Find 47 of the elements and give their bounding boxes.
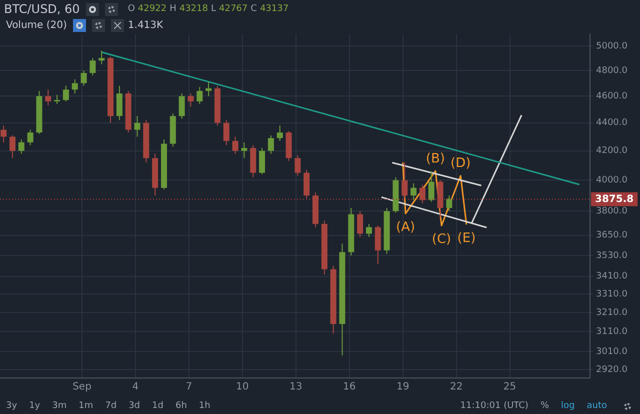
text: 3d <box>128 401 142 411</box>
annotation: (E) <box>457 230 476 246</box>
chart-title: BTC/USD, 60 <box>4 2 80 16</box>
x-tick-label: 22 <box>450 382 463 393</box>
y-tick-label: 3410.0 <box>596 272 628 282</box>
text: 1h <box>198 401 212 411</box>
x-tick-label: Sep <box>72 382 92 393</box>
chart-subtitle: O 42922 H 43218 L 42767 C 43137 <box>128 4 289 14</box>
annotation: (D) <box>450 156 471 172</box>
annotation: (C) <box>432 232 452 247</box>
x-tick-label: 10 <box>236 382 249 393</box>
text: 3y <box>5 401 18 411</box>
x-tick-label: 25 <box>503 382 516 393</box>
y-tick-label: 4800.0 <box>596 66 628 76</box>
text: log <box>560 401 576 411</box>
y-tick-label: 4200.0 <box>596 146 628 156</box>
y-tick-label: 5000.0 <box>596 41 628 52</box>
x-tick-label: 13 <box>290 382 302 393</box>
text: 1m <box>78 401 94 411</box>
ref-line-label: 3875.8 <box>595 194 634 205</box>
x-tick-label: 16 <box>343 382 356 393</box>
y-tick-label: 3010.0 <box>596 346 628 357</box>
y-tick-label: 3650.0 <box>596 230 628 241</box>
text: 3m <box>51 401 68 411</box>
y-tick-label: 3530.0 <box>596 250 628 261</box>
y-tick-label: 4400.0 <box>596 118 628 128</box>
text: 7d <box>104 401 118 411</box>
text: 6h <box>174 401 188 411</box>
y-tick-label: 3800.0 <box>596 206 628 216</box>
y-tick-label: 3110.0 <box>596 327 628 338</box>
x-tick-label: 7 <box>186 382 192 393</box>
y-tick-label: 4000.0 <box>596 176 628 186</box>
text: 11:10:01 (UTC) <box>459 401 530 411</box>
y-tick-label: 2920.0 <box>596 365 628 376</box>
text: auto <box>586 401 608 411</box>
x-tick-label: 19 <box>396 382 410 393</box>
annotation: (A) <box>396 220 416 235</box>
text: Volume (20) <box>6 20 67 31</box>
y-tick-label: 3210.0 <box>596 308 628 318</box>
y-tick-label: 3310.0 <box>596 290 628 300</box>
x-tick-label: 4 <box>132 382 139 393</box>
text: 1.413K <box>128 20 164 31</box>
text: % <box>539 401 550 411</box>
text: 1d <box>151 401 164 411</box>
text: 1y <box>28 401 42 411</box>
y-tick-label: 4600.0 <box>596 91 628 102</box>
annotation: (B) <box>426 151 445 166</box>
